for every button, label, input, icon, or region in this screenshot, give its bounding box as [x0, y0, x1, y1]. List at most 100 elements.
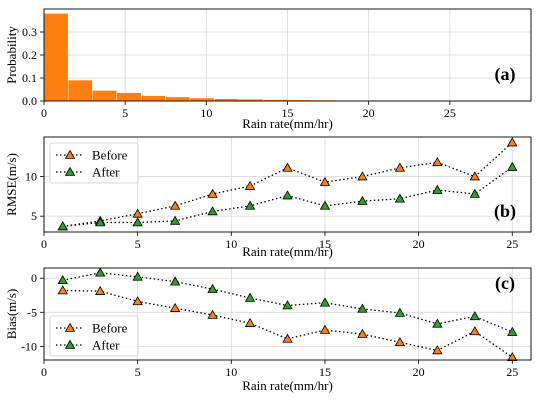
x-tick-label: 15: [319, 237, 331, 251]
y-tick-label: 0: [31, 271, 37, 285]
data-point-after: [507, 326, 518, 336]
data-point-after: [432, 184, 443, 194]
data-point-after: [469, 188, 480, 198]
data-point-after: [132, 217, 143, 227]
data-point-before: [95, 285, 106, 295]
bar: [44, 13, 68, 102]
data-point-before: [244, 317, 256, 327]
data-point-after: [432, 318, 443, 328]
x-tick-label: 20: [413, 237, 425, 251]
x-tick-label: 5: [135, 237, 141, 251]
bar: [165, 97, 190, 101]
data-point-before: [507, 351, 518, 362]
bar: [68, 80, 93, 101]
data-point-before: [169, 302, 181, 312]
data-point-before: [207, 309, 218, 319]
legend-entry: Before: [92, 148, 128, 163]
data-point-after: [319, 200, 331, 210]
x-tick-label: 10: [225, 237, 237, 251]
x-axis-label: Rain rate(mm/hr): [242, 244, 333, 259]
data-point-before: [132, 296, 143, 306]
data-point-before: [169, 200, 181, 210]
data-point-before: [357, 171, 368, 181]
x-tick-label: 10: [225, 365, 237, 379]
x-axis-label: Rain rate(mm/hr): [242, 378, 333, 393]
data-point-before: [507, 137, 518, 147]
data-point-before: [244, 180, 256, 190]
data-point-before: [57, 285, 68, 295]
y-tick-label: 0.0: [22, 94, 37, 108]
y-axis-label: Bias(m/s): [4, 289, 19, 340]
legend-marker: [64, 339, 76, 349]
data-point-after: [132, 271, 143, 281]
x-tick-label: 0: [41, 237, 47, 251]
y-axis-label: Probability: [4, 26, 19, 84]
data-point-before: [319, 324, 331, 334]
data-point-after: [207, 206, 218, 216]
x-tick-label: 25: [444, 106, 456, 120]
data-point-before: [469, 171, 480, 181]
data-point-after: [394, 307, 406, 317]
legend-marker: [64, 149, 76, 159]
x-tick-label: 0: [41, 365, 47, 379]
panel-label: (a): [495, 64, 516, 85]
data-point-after: [357, 303, 368, 313]
legend-entry: Before: [92, 321, 128, 336]
data-point-after: [507, 161, 518, 171]
data-point-after: [169, 276, 181, 286]
x-tick-label: 15: [282, 106, 294, 120]
axes-frame: [43, 136, 532, 233]
data-point-before: [357, 328, 368, 338]
y-tick-label: -10: [21, 339, 37, 353]
y-tick-label: 0.3: [22, 25, 37, 39]
bar: [214, 98, 239, 101]
legend-marker: [64, 166, 76, 176]
panel-a: 0 5 10 15 20 25 0.0 0.1 0.2 0.3 Rain rate(mm/hr) Pr…: [4, 8, 532, 131]
bar: [141, 95, 166, 101]
data-point-before: [282, 333, 293, 343]
data-point-after: [95, 267, 106, 277]
x-tick-label: 5: [122, 106, 128, 120]
data-point-after: [357, 195, 368, 205]
y-tick-label: 0.1: [22, 71, 37, 85]
data-point-after: [95, 217, 106, 227]
bar: [190, 98, 214, 101]
data-point-before: [394, 336, 406, 347]
panel-label: (b): [494, 201, 516, 222]
x-tick-label: 20: [413, 365, 425, 379]
bar: [238, 99, 263, 101]
data-point-before: [469, 326, 480, 336]
data-point-before: [394, 162, 406, 172]
data-point-after: [57, 274, 68, 285]
data-point-after: [319, 297, 331, 307]
data-point-after: [57, 221, 68, 231]
bar: [287, 100, 312, 101]
x-tick-label: 25: [506, 237, 518, 251]
y-tick-label: -5: [27, 305, 37, 319]
data-point-before: [319, 176, 331, 186]
x-tick-label: 15: [319, 365, 331, 379]
data-point-before: [132, 208, 143, 218]
legend-marker: [64, 322, 76, 332]
legend-entry: After: [92, 338, 120, 353]
y-axis-label: RMSE(m/s): [4, 153, 19, 216]
legend-entry: After: [92, 165, 120, 180]
data-point-after: [244, 292, 256, 302]
y-tick-label: 0.2: [22, 48, 37, 62]
x-axis-label: Rain rate(mm/hr): [242, 116, 333, 131]
data-point-after: [244, 200, 256, 210]
bar: [117, 92, 141, 101]
x-tick-label: 20: [363, 106, 375, 120]
y-tick-label: 10: [25, 170, 37, 184]
data-point-after: [207, 283, 218, 293]
x-tick-label: 0: [41, 106, 47, 120]
panel-c: Before After 0 5 10 15 20 25 0 -5 -10 Rain rate(mm/…: [4, 267, 532, 393]
data-point-before: [432, 157, 443, 167]
panel-label: (c): [495, 273, 515, 294]
data-point-after: [169, 215, 181, 225]
data-point-before: [207, 188, 218, 198]
x-tick-label: 25: [506, 365, 518, 379]
data-point-after: [469, 311, 480, 321]
